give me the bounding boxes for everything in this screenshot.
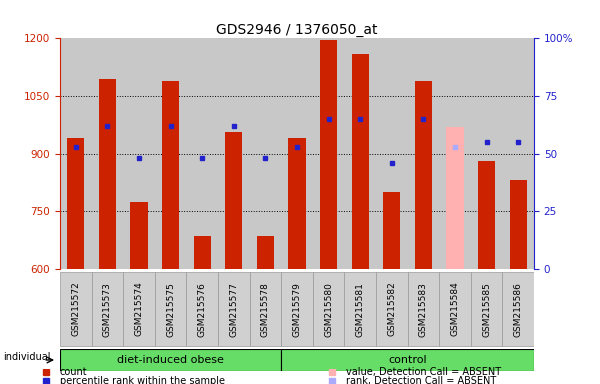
Bar: [281, 272, 313, 346]
Text: GSM215579: GSM215579: [293, 282, 302, 336]
Bar: [123, 272, 155, 346]
Text: GSM215573: GSM215573: [103, 282, 112, 336]
Bar: [67, 138, 85, 269]
Bar: [289, 138, 305, 269]
Text: GSM215585: GSM215585: [482, 282, 491, 336]
Text: value, Detection Call = ABSENT: value, Detection Call = ABSENT: [346, 367, 501, 377]
Bar: [502, 272, 534, 346]
Text: GSM215572: GSM215572: [71, 282, 80, 336]
Bar: [446, 127, 464, 269]
Bar: [162, 81, 179, 269]
Bar: [471, 272, 502, 346]
Text: percentile rank within the sample: percentile rank within the sample: [60, 376, 224, 384]
Text: GSM215577: GSM215577: [229, 282, 238, 336]
Text: GSM215580: GSM215580: [324, 282, 333, 336]
Text: rank, Detection Call = ABSENT: rank, Detection Call = ABSENT: [346, 376, 496, 384]
Bar: [218, 272, 250, 346]
Bar: [383, 192, 400, 269]
Text: GSM215582: GSM215582: [388, 282, 397, 336]
Text: GSM215575: GSM215575: [166, 282, 175, 336]
Bar: [352, 54, 369, 269]
Bar: [155, 272, 187, 346]
Bar: [250, 272, 281, 346]
Bar: [130, 202, 148, 269]
Text: GSM215576: GSM215576: [198, 282, 206, 336]
Bar: [60, 272, 92, 346]
Text: GSM215584: GSM215584: [451, 282, 460, 336]
Bar: [344, 272, 376, 346]
Text: GSM215581: GSM215581: [356, 282, 365, 336]
Bar: [415, 81, 432, 269]
Bar: [92, 272, 123, 346]
Bar: [509, 180, 527, 269]
Text: GSM215574: GSM215574: [134, 282, 143, 336]
Bar: [225, 132, 242, 269]
Bar: [194, 236, 211, 269]
Text: diet-induced obese: diet-induced obese: [117, 355, 224, 365]
Bar: [99, 79, 116, 269]
Bar: [439, 272, 471, 346]
Bar: [281, 349, 534, 371]
Bar: [320, 40, 337, 269]
Bar: [478, 161, 495, 269]
Text: individual: individual: [3, 352, 50, 362]
Bar: [407, 272, 439, 346]
Text: GSM215583: GSM215583: [419, 282, 428, 336]
Text: control: control: [388, 355, 427, 365]
Bar: [60, 349, 281, 371]
Bar: [187, 272, 218, 346]
Bar: [376, 272, 407, 346]
Text: GSM215578: GSM215578: [261, 282, 270, 336]
Bar: [257, 236, 274, 269]
Title: GDS2946 / 1376050_at: GDS2946 / 1376050_at: [216, 23, 378, 37]
Text: count: count: [60, 367, 88, 377]
Bar: [313, 272, 344, 346]
Text: GSM215586: GSM215586: [514, 282, 523, 336]
